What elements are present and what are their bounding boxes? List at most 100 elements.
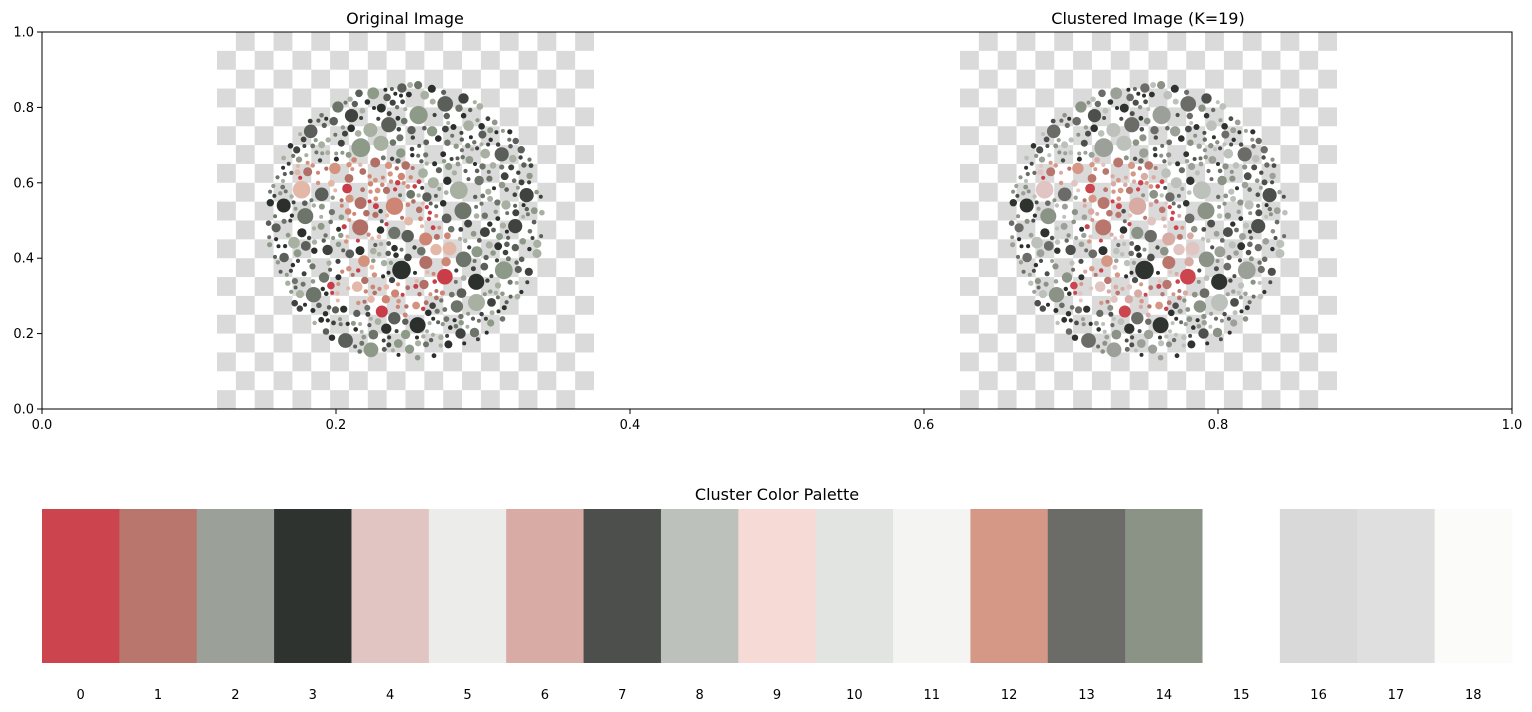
plate-dot <box>501 200 511 210</box>
plate-dot <box>1247 229 1252 234</box>
plate-dot <box>298 132 303 137</box>
plate-dot <box>1219 103 1227 110</box>
plate-dot <box>1036 206 1041 211</box>
plate-dot <box>311 239 318 245</box>
plate-dot <box>459 130 464 135</box>
plate-dot <box>303 167 313 177</box>
plate-dot <box>1165 125 1170 131</box>
plate-dot <box>515 185 520 190</box>
plate-dot <box>436 320 441 325</box>
plate-dot <box>539 234 544 239</box>
plate-dot <box>1094 100 1102 108</box>
plate-dot <box>1193 300 1207 313</box>
plate-dot <box>491 227 496 233</box>
plate-dot <box>405 184 411 189</box>
plate-dot <box>532 249 542 258</box>
palette-label: 7 <box>618 688 626 703</box>
plate-dot <box>1144 161 1153 170</box>
plate-dot <box>1097 197 1110 209</box>
plate-dot <box>1250 129 1256 135</box>
plate-dot <box>295 290 305 299</box>
plate-dot <box>463 168 468 174</box>
plate-dot <box>1270 246 1275 252</box>
plate-dot <box>1214 246 1226 258</box>
plate-dot <box>530 236 535 240</box>
plate-dot <box>1068 137 1074 143</box>
plate-dot <box>483 254 489 261</box>
plate-dot <box>1230 319 1238 327</box>
plate-dot <box>1241 181 1249 189</box>
plate-dot <box>282 171 287 177</box>
plate-dot <box>531 219 537 225</box>
plate-dot <box>367 199 372 204</box>
plate-dot <box>1195 318 1200 323</box>
plate-dot <box>1223 193 1229 199</box>
plate-dot <box>1018 175 1023 180</box>
plate-dot <box>1139 352 1144 357</box>
plate-dot <box>1173 332 1179 337</box>
plate-dot <box>1118 305 1131 318</box>
plate-dot <box>452 318 457 323</box>
plate-dot <box>1189 121 1194 125</box>
plate-dot <box>1093 320 1099 326</box>
plate-dot <box>293 285 298 290</box>
plate-dot <box>495 142 501 147</box>
x-tick-label: 0.8 <box>1208 418 1229 433</box>
plate-dot <box>1078 298 1083 303</box>
plate-dot <box>1251 144 1256 149</box>
plate-dot <box>440 322 445 327</box>
plate-dot <box>1124 274 1129 279</box>
plate-dot <box>373 135 389 151</box>
plate-dot <box>1072 116 1081 126</box>
plate-dot <box>1073 290 1078 295</box>
plate-dot <box>437 186 442 191</box>
plate-dot <box>1270 157 1275 162</box>
plate-dot <box>320 286 325 292</box>
image-original <box>217 32 594 409</box>
plate-dot <box>393 187 398 192</box>
plate-dot <box>309 198 314 203</box>
plate-dot <box>281 155 286 161</box>
plate-dot <box>289 213 294 218</box>
plate-dot <box>1050 118 1056 124</box>
plate-dot <box>473 194 478 200</box>
plate-dot <box>355 246 365 256</box>
plate-dot <box>1026 189 1031 194</box>
plate-dot <box>307 118 313 124</box>
plate-dot <box>1147 253 1155 262</box>
plate-dot <box>1115 106 1119 110</box>
plate-dot <box>1180 96 1196 112</box>
plate-dot <box>291 200 296 205</box>
plate-dot <box>353 344 358 349</box>
plate-dot <box>412 245 417 250</box>
plate-dot <box>1054 203 1060 208</box>
plate-dot <box>1124 295 1134 304</box>
plate-dot <box>1247 300 1252 305</box>
plate-dot <box>1261 256 1268 263</box>
plate-dot <box>444 232 451 240</box>
plate-dot <box>1228 241 1236 249</box>
plate-dot <box>1225 292 1230 297</box>
plate-dot <box>351 281 363 293</box>
plate-dot <box>1187 232 1194 240</box>
plate-dot <box>500 128 505 133</box>
plate-dot <box>414 354 421 361</box>
plate-dot <box>442 307 448 312</box>
plate-dot <box>322 328 330 335</box>
plate-dot <box>1132 99 1139 106</box>
plate-dot <box>492 186 496 191</box>
palette-label: 16 <box>1310 688 1327 703</box>
plate-dot <box>279 252 289 263</box>
plate-dot <box>1028 232 1034 238</box>
plate-dot <box>1119 226 1128 234</box>
plate-dot <box>338 333 353 348</box>
plate-dot <box>1167 329 1173 334</box>
plate-dot <box>1021 269 1026 274</box>
plate-dot <box>1087 208 1095 215</box>
plate-dot <box>1049 235 1055 241</box>
plate-dot <box>393 252 399 258</box>
plate-dot <box>1143 329 1154 340</box>
plate-dot <box>397 83 407 93</box>
plate-dot <box>385 250 392 257</box>
plate-dot <box>1053 143 1059 149</box>
